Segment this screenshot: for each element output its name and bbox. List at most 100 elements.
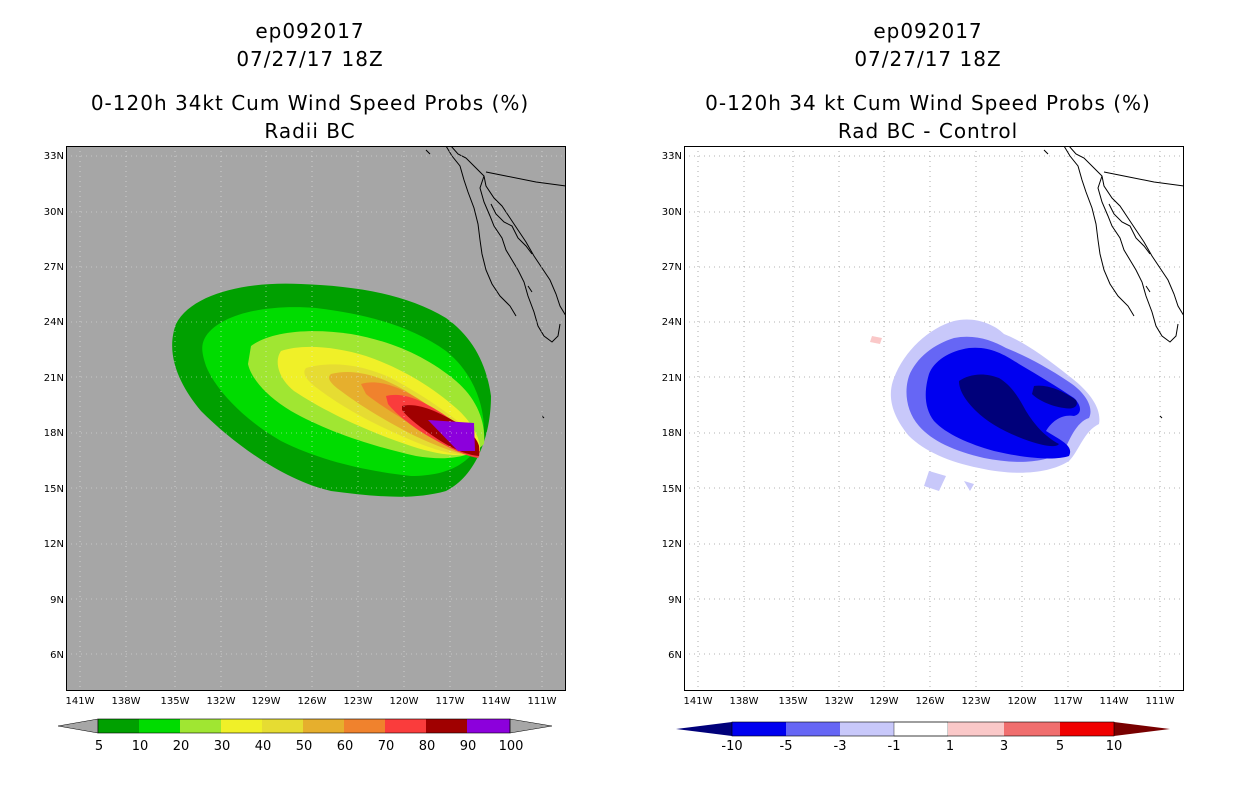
right-lon-138w: 138W (730, 696, 759, 707)
left-cb-70-80 (385, 719, 426, 733)
right-lon-111w: 111W (1146, 696, 1175, 707)
left-cb-label: 100 (499, 739, 524, 754)
left-lon-114w: 114W (482, 696, 511, 707)
right-lat-9n: 9N (668, 595, 682, 606)
right-coastline (1043, 146, 1184, 419)
right-cb-label: -5 (780, 739, 793, 754)
right-colorbar-under-arrow (676, 722, 732, 736)
right-lat-12n: 12N (662, 539, 682, 550)
right-lon-123w: 123W (962, 696, 991, 707)
left-map (66, 146, 566, 691)
right-lon-126w: 126W (916, 696, 945, 707)
left-panel: ep092017 07/27/17 18Z 0-120h 34kt Cum Wi… (44, 19, 566, 754)
left-lon-120w: 120W (390, 696, 419, 707)
left-grid (66, 146, 566, 691)
left-colorbar: 5 10 20 30 40 50 60 70 80 90 100 (57, 718, 553, 754)
left-cb-label: 60 (337, 739, 354, 754)
left-cb-60-70 (344, 719, 385, 733)
left-lat-21n: 21N (44, 373, 64, 384)
right-lon-135w: 135W (779, 696, 808, 707)
left-cb-label: 20 (173, 739, 190, 754)
left-lon-123w: 123W (344, 696, 373, 707)
right-colorbar: -10 -5 -3 -1 1 3 5 10 (676, 721, 1170, 754)
right-cb-p1-p3 (948, 722, 1004, 736)
left-map-frame (66, 146, 566, 691)
right-lon-117w: 117W (1054, 696, 1083, 707)
right-cb-p3-p5 (1004, 722, 1060, 736)
right-cb-label: -1 (888, 739, 901, 754)
right-cb-label: -3 (834, 739, 847, 754)
right-cb-m1-p1 (893, 721, 949, 737)
left-subtitle: Radii BC (264, 119, 355, 143)
probability-swath (172, 283, 491, 497)
left-cb-40-50 (262, 719, 303, 733)
prob-contour-90 (428, 420, 475, 451)
left-lat-27n: 27N (44, 262, 64, 273)
right-lon-129w: 129W (870, 696, 899, 707)
right-lon-axis: 141W 138W 135W 132W 129W 126W 123W 120W … (684, 696, 1175, 707)
right-lat-21n: 21N (662, 373, 682, 384)
left-lat-9n: 9N (50, 595, 64, 606)
right-lon-120w: 120W (1008, 696, 1037, 707)
left-cb-label: 10 (132, 739, 149, 754)
left-cb-90-100 (467, 719, 510, 733)
right-cb-m10-m5 (732, 722, 786, 736)
left-product-title: 0-120h 34kt Cum Wind Speed Probs (%) (91, 91, 529, 115)
right-map-frame (684, 146, 1184, 691)
left-cb-label: 80 (419, 739, 436, 754)
right-lat-18n: 18N (662, 428, 682, 439)
left-cb-10-20 (139, 719, 180, 733)
left-cb-20-30 (180, 719, 221, 733)
left-cb-label: 90 (460, 739, 477, 754)
right-cb-m3-m1 (840, 722, 894, 736)
right-lon-132w: 132W (825, 696, 854, 707)
left-lon-117w: 117W (436, 696, 465, 707)
left-lon-126w: 126W (298, 696, 327, 707)
right-cb-label: 10 (1106, 739, 1123, 754)
left-lat-33n: 33N (44, 151, 64, 162)
left-lon-132w: 132W (207, 696, 236, 707)
left-cb-5-10 (98, 719, 139, 733)
left-cb-label: 50 (296, 739, 313, 754)
right-lat-33n: 33N (662, 151, 682, 162)
right-lat-6n: 6N (668, 650, 682, 661)
diff-blob (964, 481, 974, 491)
right-cb-m5-m3 (786, 722, 840, 736)
left-coastline (425, 146, 566, 419)
left-lat-6n: 6N (50, 650, 64, 661)
left-lon-135w: 135W (161, 696, 190, 707)
left-cb-label: 40 (255, 739, 272, 754)
left-cb-50-60 (303, 719, 344, 733)
right-product-title: 0-120h 34 kt Cum Wind Speed Probs (%) (705, 91, 1151, 115)
left-datetime: 07/27/17 18Z (236, 47, 383, 71)
right-colorbar-over-arrow (1114, 722, 1170, 736)
right-lat-30n: 30N (662, 207, 682, 218)
right-subtitle: Rad BC - Control (838, 119, 1018, 143)
left-lat-15n: 15N (44, 484, 64, 495)
right-lat-15n: 15N (662, 484, 682, 495)
left-cb-80-90 (426, 719, 467, 733)
right-cb-p5-p10 (1060, 722, 1114, 736)
difference-swath (870, 319, 1100, 491)
diff-contour-plus1 (870, 336, 882, 344)
left-lon-129w: 129W (252, 696, 281, 707)
left-lat-30n: 30N (44, 207, 64, 218)
right-cb-label: 3 (1000, 739, 1008, 754)
right-cb-label: 5 (1056, 739, 1064, 754)
right-storm-id: ep092017 (873, 19, 982, 43)
right-panel: ep092017 07/27/17 18Z 0-120h 34 kt Cum W… (662, 19, 1184, 754)
diff-contour-minus10 (959, 374, 1059, 447)
left-lat-24n: 24N (44, 317, 64, 328)
left-cb-30-40 (221, 719, 262, 733)
right-datetime: 07/27/17 18Z (854, 47, 1001, 71)
left-lon-axis: 141W 138W 135W 132W 129W 126W 123W 120W … (66, 696, 557, 707)
right-lat-27n: 27N (662, 262, 682, 273)
diff-contour-minus10 (1032, 385, 1077, 409)
right-lat-24n: 24N (662, 317, 682, 328)
right-lon-114w: 114W (1100, 696, 1129, 707)
right-lat-axis: 33N 30N 27N 24N 21N 18N 15N 12N 9N 6N (662, 151, 682, 661)
left-lon-138w: 138W (112, 696, 141, 707)
left-cb-label: 70 (378, 739, 395, 754)
left-cb-label: 5 (95, 739, 103, 754)
